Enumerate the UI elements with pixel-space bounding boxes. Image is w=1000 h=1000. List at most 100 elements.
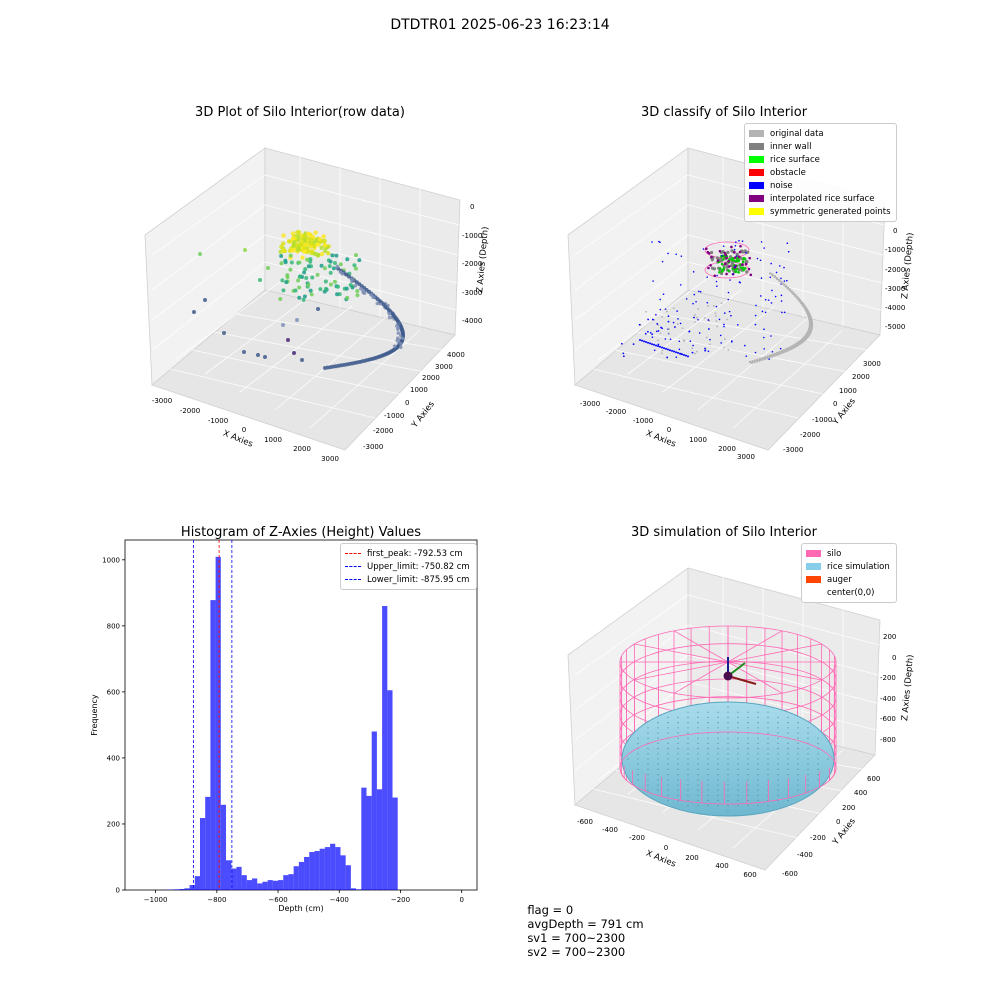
classify-x-tick: -3000 [580,400,600,408]
classify-point [725,272,728,276]
rice-mesh-point [727,758,729,760]
legend-line-swatch [345,579,361,580]
classify-z-ticks: 0 -1000 -2000 -3000 -4000 -5000 [885,227,905,331]
classify-point [649,332,652,334]
legend-swatch [749,143,764,150]
classify-point [786,286,789,289]
histogram-bar [382,606,388,890]
rice-mesh-point [777,789,779,791]
classify-panel-title: 3D classify of Silo Interior [641,105,808,120]
rice-mesh-point [727,727,729,729]
rice-mesh-point [657,763,659,765]
rice-mesh-point [667,753,669,755]
classify-point [756,358,759,361]
histogram-bar [215,556,221,890]
legend-item: rice simulation [806,560,892,573]
classify-point [783,266,785,269]
classify-point [666,310,668,313]
raw-point [308,288,313,293]
classify-point [780,277,782,280]
rice-mesh-point [807,748,809,750]
rice-mesh-point [637,768,639,771]
classify-point [695,300,697,303]
rice-mesh-point [797,789,799,791]
rice-mesh-point [787,748,789,750]
classify-point [685,298,688,300]
classify-point [676,310,678,312]
rice-mesh-point [777,758,779,760]
rice-mesh-point [727,753,729,755]
rice-mesh-point [807,774,809,776]
raw-point [263,355,267,359]
rice-mesh-point [737,748,739,750]
raw-point [328,282,333,287]
rice-mesh-point [757,805,759,807]
raw-point [332,279,337,284]
legend-item: interpolated rice surface [749,192,892,205]
rice-mesh-point [647,753,649,755]
histogram-title: Histogram of Z-Axies (Height) Values [181,525,421,540]
classify-point [699,290,702,293]
rice-mesh-point [687,742,689,745]
raw-y-tick: 1000 [410,386,428,394]
rice-mesh-point [747,711,749,713]
classify-point [667,332,670,334]
classify-point [644,332,647,335]
rice-mesh-point [757,727,759,729]
silo-top-ray [727,643,822,663]
classify-point [756,257,759,260]
rice-mesh-point [697,805,699,807]
classify-point [763,328,765,331]
classify-x-label: X Axies [644,429,677,450]
rice-mesh-point [817,779,819,781]
rice-mesh-point [757,753,759,755]
classify-point [715,305,718,308]
legend-swatch [749,182,764,189]
classify-point [659,345,661,348]
classify-point [683,353,685,356]
silo-top-ray [634,661,729,681]
rice-mesh-point [677,737,679,739]
classify-point [661,352,663,355]
rice-mesh-point [727,716,729,719]
classify-point [784,348,787,351]
classify-3d-panel: 3D classify of Silo Interior -3000 -2000… [567,105,916,461]
sim-z-tick: -800 [880,736,896,744]
rice-mesh-point [807,753,809,755]
rice-mesh-point [737,784,739,786]
raw-point [359,286,363,291]
raw-point [345,295,350,300]
classify-point [709,250,714,255]
rice-mesh-point [767,805,769,807]
histogram-bar [272,880,279,890]
rice-mesh-point [757,768,759,771]
sim-x-tick: 200 [685,854,698,862]
classify-point [745,355,748,357]
legend-item: obstacle [749,166,892,179]
rice-mesh-point [737,711,739,713]
histogram-panel: Histogram of Z-Axies (Height) Values −10… [90,525,478,913]
classify-point [727,259,730,263]
raw-x-tick: -1000 [208,417,228,425]
raw-point [399,341,403,346]
raw-point [278,297,283,302]
classify-point [665,347,667,350]
classify-point [738,239,740,242]
classify-point [672,307,675,310]
legend-item: symmetric generated points [749,205,892,218]
classify-point [647,341,649,344]
rice-mesh-point [727,789,729,791]
rice-mesh-point [687,722,689,724]
classify-point [733,251,736,254]
classify-point [680,255,683,257]
rice-mesh-point [717,768,719,771]
classify-point [747,267,751,271]
classify-point [792,346,795,349]
classify-point [788,288,792,291]
raw-floor-pane [151,289,456,451]
classify-point [667,348,669,351]
classify-point [655,314,657,316]
raw-point [242,350,246,354]
classify-point [753,359,757,362]
raw-point [319,251,325,257]
